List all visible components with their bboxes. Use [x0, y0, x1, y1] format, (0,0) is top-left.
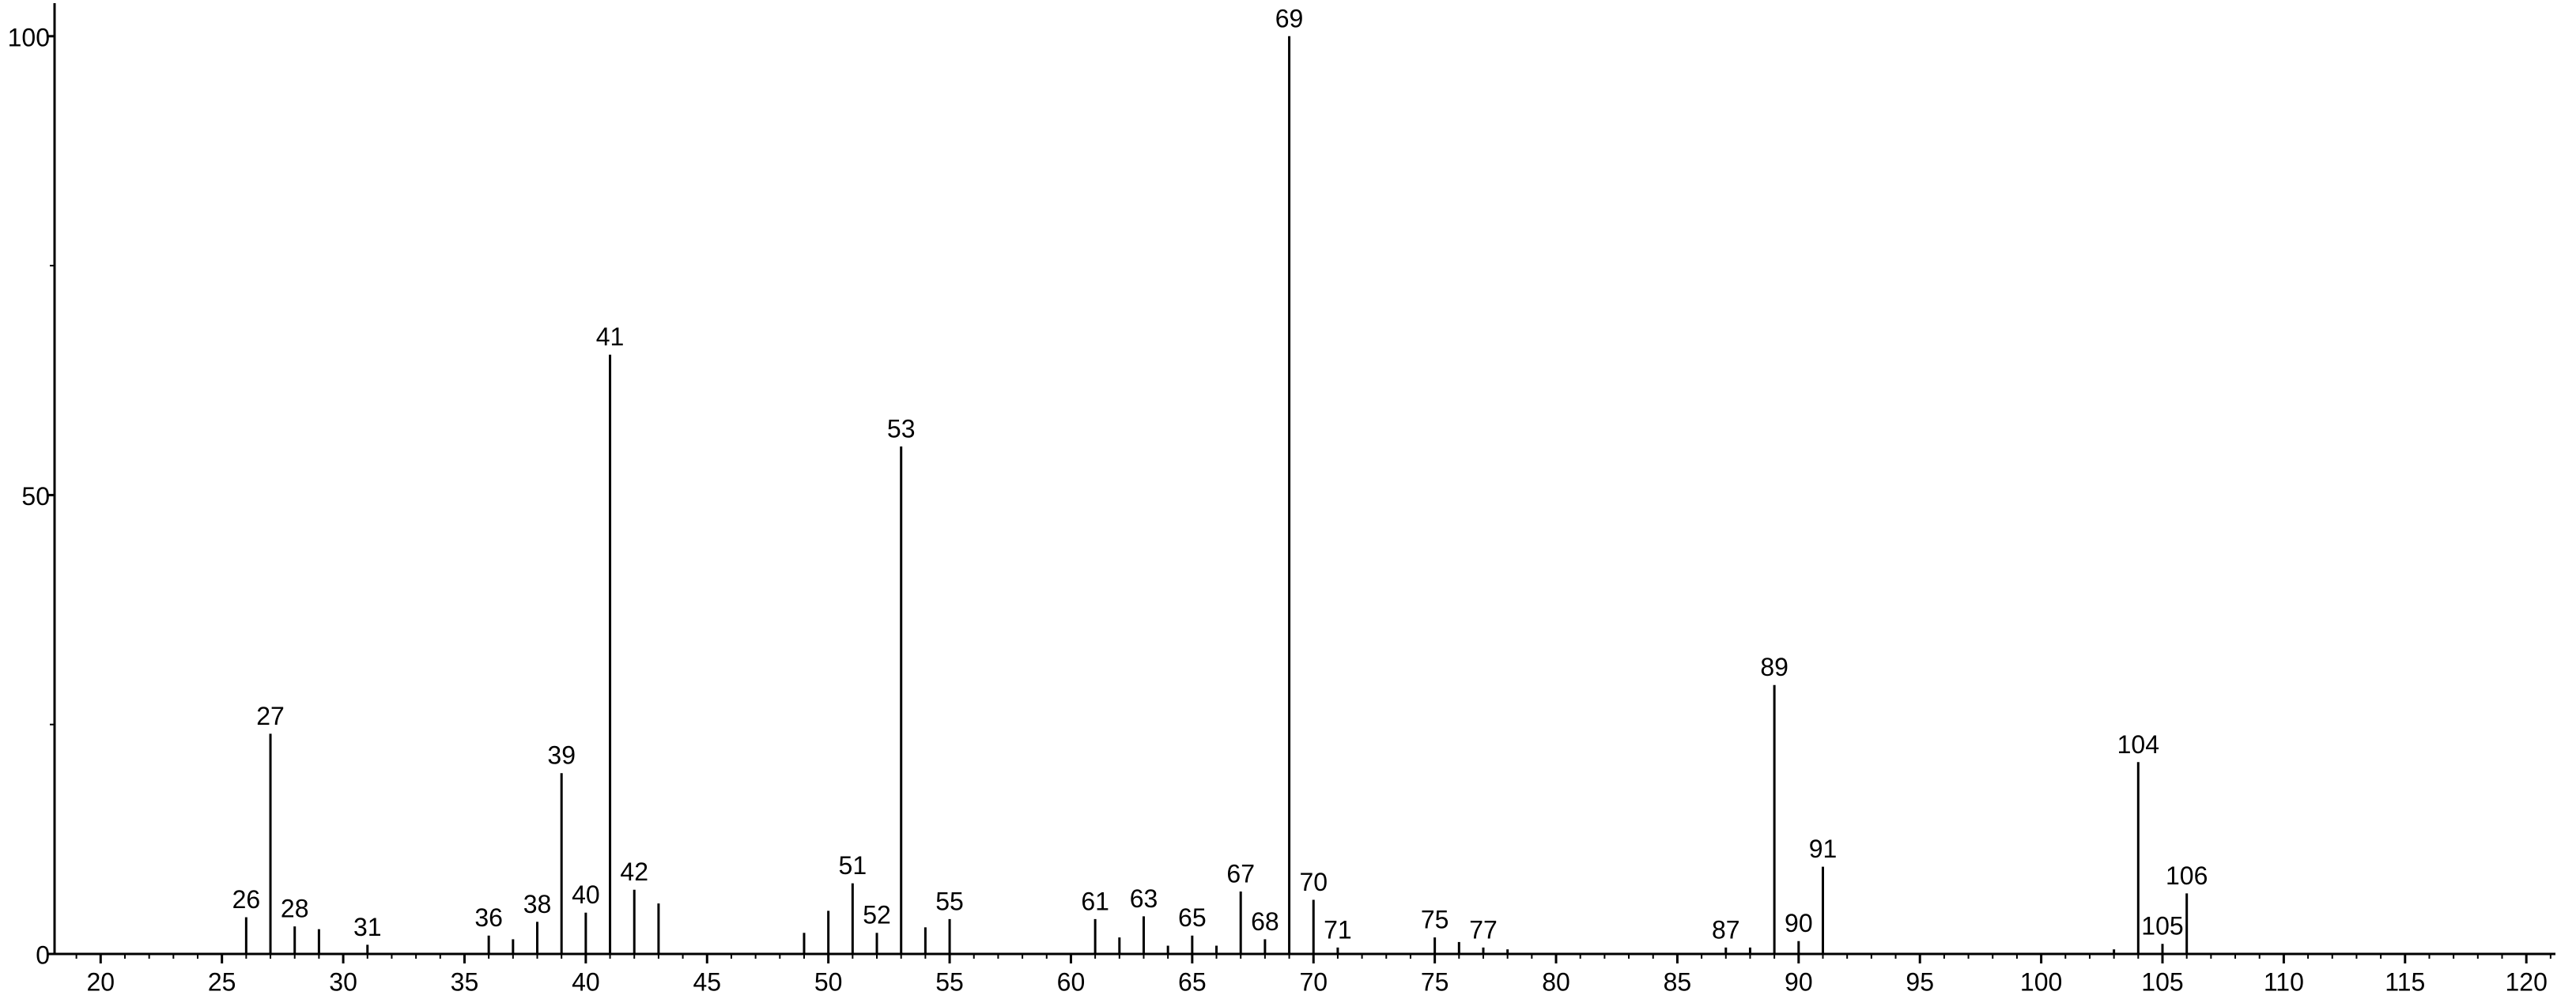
peak-label: 87 — [1712, 915, 1740, 944]
x-tick-label: 65 — [1178, 967, 1207, 996]
peak-label: 104 — [2117, 730, 2159, 759]
x-tick-label: 110 — [2264, 967, 2304, 996]
x-tick-label: 90 — [1785, 967, 1813, 996]
peak-label: 38 — [523, 890, 552, 918]
peak-label: 70 — [1299, 868, 1328, 896]
peak-label: 27 — [256, 702, 285, 730]
y-tick-label: 50 — [21, 482, 50, 511]
x-tick-label: 20 — [86, 967, 115, 996]
x-tick-label: 75 — [1421, 967, 1449, 996]
peak-label: 40 — [572, 880, 600, 909]
peak-label: 51 — [839, 851, 867, 880]
peak-label: 63 — [1130, 884, 1158, 913]
x-tick-label: 80 — [1542, 967, 1570, 996]
peak-label: 42 — [620, 858, 648, 886]
x-tick-label: 115 — [2385, 967, 2425, 996]
peak-label: 55 — [935, 887, 964, 915]
x-tick-label: 70 — [1299, 967, 1328, 996]
peak-label: 53 — [887, 414, 916, 443]
peak-label: 106 — [2166, 861, 2208, 890]
x-tick-label: 40 — [572, 967, 600, 996]
x-tick-label: 25 — [208, 967, 236, 996]
peak-label: 52 — [863, 901, 891, 929]
peak-label: 61 — [1081, 887, 1109, 915]
peak-label: 31 — [353, 913, 382, 941]
x-tick-label: 30 — [329, 967, 357, 996]
peak-label: 75 — [1421, 906, 1449, 934]
x-tick-label: 50 — [814, 967, 843, 996]
peak-label: 67 — [1226, 859, 1255, 888]
x-tick-label: 120 — [2505, 967, 2547, 996]
x-tick-label: 55 — [935, 967, 964, 996]
x-tick-label: 105 — [2141, 967, 2183, 996]
peak-label: 68 — [1251, 907, 1279, 936]
peak-label: 65 — [1178, 903, 1207, 932]
peak-label: 41 — [596, 322, 625, 351]
peak-label: 69 — [1275, 4, 1304, 32]
peak-label: 39 — [547, 741, 576, 770]
peak-label: 26 — [232, 885, 261, 914]
peak-label: 89 — [1760, 653, 1788, 681]
peak-label: 91 — [1809, 835, 1838, 863]
peak-label: 90 — [1785, 909, 1813, 937]
x-tick-label: 95 — [1906, 967, 1934, 996]
x-tick-label: 45 — [693, 967, 721, 996]
x-tick-label: 85 — [1664, 967, 1692, 996]
x-tick-label: 35 — [451, 967, 479, 996]
peak-label: 105 — [2141, 912, 2183, 941]
y-tick-label: 0 — [36, 941, 50, 969]
y-tick-label: 100 — [8, 23, 50, 51]
peak-label: 28 — [281, 895, 309, 923]
x-tick-label: 60 — [1057, 967, 1086, 996]
peak-label: 36 — [474, 903, 503, 932]
peak-label: 77 — [1469, 915, 1498, 944]
peak-label: 71 — [1324, 915, 1352, 944]
x-tick-label: 100 — [2020, 967, 2062, 996]
